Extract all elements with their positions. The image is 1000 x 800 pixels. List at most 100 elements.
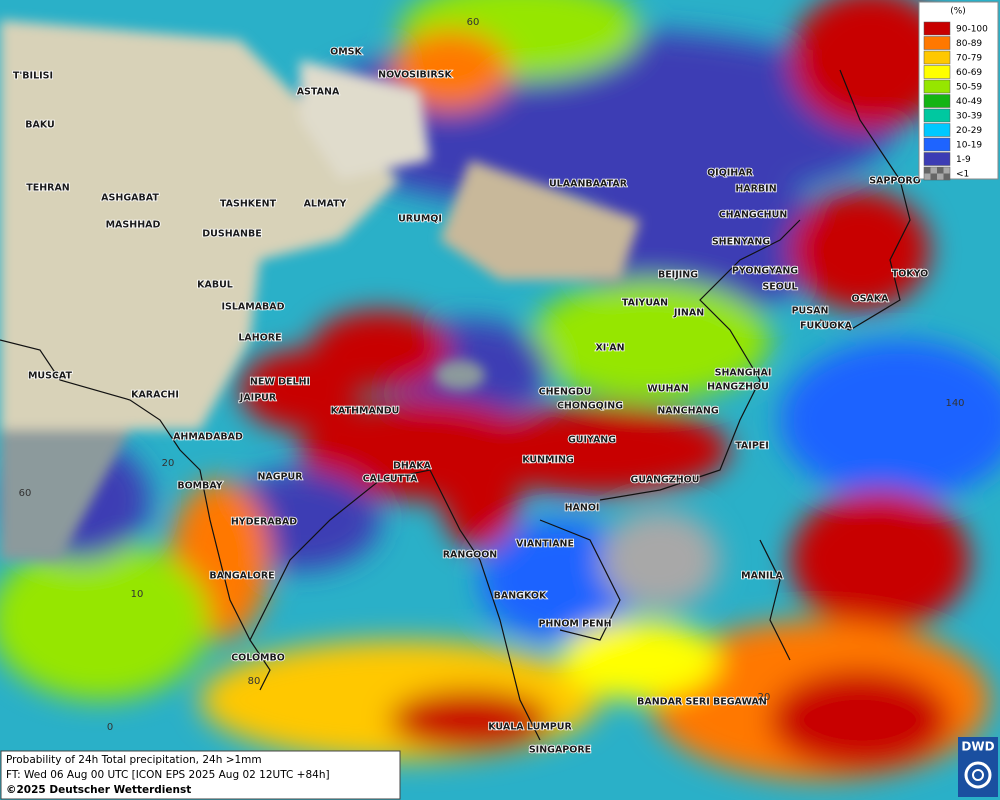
- city-label: HARBIN: [735, 184, 776, 195]
- city-label: ULAANBAATAR: [549, 179, 628, 190]
- city-label: NAGPUR: [257, 472, 303, 483]
- city-label: COLOMBO: [231, 653, 285, 664]
- legend-swatch-check: [924, 167, 931, 174]
- city-label: GUIYANG: [568, 435, 616, 446]
- legend-swatch: [923, 50, 951, 65]
- footer: Probability of 24h Total precipitation, …: [0, 750, 401, 800]
- logo: DWD: [958, 737, 998, 797]
- city-label: RANGOON: [443, 550, 498, 561]
- city-label: OSAKA: [852, 294, 890, 305]
- city-label: OMSK: [330, 47, 362, 58]
- city-label: WUHAN: [647, 384, 688, 395]
- logo-text: DWD: [961, 740, 994, 754]
- city-label: ASTANA: [297, 87, 340, 98]
- city-label: HANGZHOU: [707, 382, 769, 393]
- city-label: JAIPUR: [239, 393, 277, 404]
- city-label: AHMADABAD: [173, 432, 243, 443]
- city-label: SEOUL: [762, 282, 797, 293]
- city-label: CHONGQING: [557, 401, 623, 412]
- city-label: PUSAN: [792, 306, 829, 317]
- city-label: FUKUOKA: [800, 321, 853, 332]
- city-label: KABUL: [197, 280, 233, 291]
- city-label: DUSHANBE: [202, 229, 261, 240]
- legend-swatch: [923, 79, 951, 94]
- grid-label: 0: [107, 722, 113, 733]
- legend-swatch: [923, 36, 951, 50]
- city-label: CHENGDU: [539, 387, 592, 398]
- logo-icon: [972, 769, 984, 781]
- city-label: T'BILISI: [13, 71, 53, 82]
- grid-label: 60: [467, 17, 480, 28]
- city-label: ASHGABAT: [101, 193, 159, 204]
- legend-label: 20-29: [956, 126, 982, 136]
- city-label: URUMQI: [398, 214, 442, 225]
- legend-label: 1-9: [956, 155, 971, 165]
- city-label: SHENYANG: [712, 237, 771, 248]
- city-label: SINGAPORE: [529, 745, 591, 756]
- footer-box: [0, 750, 401, 800]
- legend-label: 50-59: [956, 83, 982, 93]
- city-label: NANCHANG: [657, 406, 718, 417]
- legend-swatch-check: [943, 173, 950, 180]
- city-label: TOKYO: [892, 269, 929, 280]
- legend-swatch: [923, 152, 951, 166]
- logo-icon: [964, 761, 992, 789]
- legend-label: 70-79: [956, 54, 982, 64]
- legend-swatch-check: [930, 173, 937, 180]
- city-label: BANGALORE: [209, 571, 274, 582]
- legend-swatch-check: [937, 167, 944, 174]
- legend-label: 30-39: [956, 112, 982, 122]
- legend-label: <1: [956, 170, 969, 180]
- city-label: LAHORE: [238, 333, 281, 344]
- city-label: KUALA LUMPUR: [488, 722, 572, 733]
- city-label: TAIYUAN: [622, 298, 668, 309]
- footer-line: FT: Wed 06 Aug 00 UTC [ICON EPS 2025 Aug…: [6, 769, 330, 781]
- city-label: XI'AN: [595, 343, 624, 354]
- grid-label: 140: [945, 398, 964, 409]
- footer-line: Probability of 24h Total precipitation, …: [6, 754, 262, 766]
- city-label: SAPPORO: [869, 176, 921, 187]
- city-label: CALCUTTA: [363, 474, 419, 485]
- city-label: GUANGZHOU: [631, 475, 700, 486]
- city-label: QIQIHAR: [707, 168, 754, 179]
- city-label: MUSCAT: [28, 371, 73, 382]
- city-label: KUNMING: [522, 455, 574, 466]
- grid-labels: 60 60 20 10 0 80 20 140: [19, 17, 965, 733]
- city-label: HYDERABAD: [231, 517, 297, 528]
- legend-label: 90-100: [956, 25, 988, 35]
- city-label: BEIJING: [658, 270, 698, 281]
- city-label: BANDAR SERI BEGAWAN: [637, 697, 767, 708]
- legend-label: 80-89: [956, 39, 982, 49]
- coastlines: [0, 69, 911, 741]
- legend: (%) 90-100 80-89 70-79 60-69 50-59 40-49 30-39…: [918, 1, 999, 181]
- city-label: CHANGCHUN: [719, 210, 788, 221]
- grid-label: 20: [162, 458, 175, 469]
- city-labels: OMSK NOVOSIBIRSK ASTANA T'BILISI BAKU TEHRAN A…: [12, 46, 929, 757]
- city-label: KATHMANDU: [331, 406, 400, 417]
- legend-swatch: [923, 108, 951, 123]
- city-label: PYONGYANG: [732, 266, 798, 277]
- city-label: TASHKENT: [220, 199, 277, 210]
- city-label: BAKU: [25, 120, 55, 131]
- legend-swatch: [923, 123, 951, 137]
- legend-swatch: [923, 137, 951, 152]
- city-label: VIANTIANE: [516, 539, 574, 550]
- city-label: HANOI: [565, 503, 600, 514]
- legend-title: (%): [950, 7, 966, 17]
- city-label: SHANGHAI: [715, 368, 772, 379]
- city-label: NOVOSIBIRSK: [378, 70, 452, 81]
- city-label: NEW DELHI: [250, 377, 310, 388]
- city-label: MASHHAD: [106, 220, 161, 231]
- city-label: ISLAMABAD: [221, 302, 284, 313]
- city-label: DHAKA: [393, 461, 432, 472]
- legend-swatch: [923, 21, 951, 36]
- city-label: KARACHI: [131, 390, 179, 401]
- legend-swatch: [923, 65, 951, 79]
- legend-label: 10-19: [956, 141, 982, 151]
- grid-label: 20: [758, 692, 771, 703]
- city-label: TAIPEI: [735, 441, 769, 452]
- city-label: TEHRAN: [26, 183, 70, 194]
- grid-label: 10: [131, 589, 144, 600]
